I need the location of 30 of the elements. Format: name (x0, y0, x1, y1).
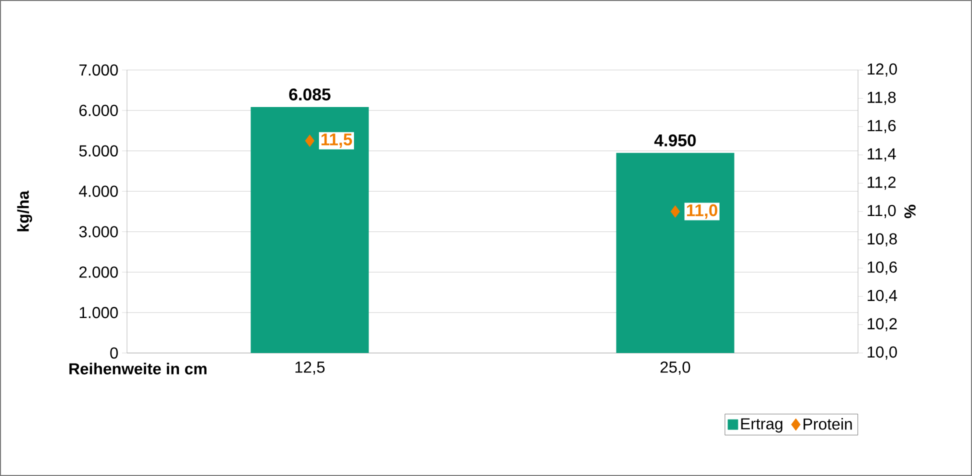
y2-tick-label: 11,4 (868, 148, 896, 162)
y2-tick-label: 12,0 (868, 63, 897, 77)
y-tick-label: 3.000 (79, 226, 118, 238)
y2-tick-label: 11,8 (868, 92, 896, 105)
data-label: 11,5 (322, 134, 352, 148)
data-label: 4.950 (654, 134, 696, 146)
y-tick-label: 2.000 (79, 266, 118, 278)
y2-tick-label: 11,2 (868, 176, 896, 190)
legend-label: Protein (804, 418, 852, 430)
y-tick-label: 4.000 (78, 186, 118, 197)
legend-label: Ertrag (741, 418, 782, 433)
data-label: 11,0 (687, 204, 718, 219)
y2-tick-label: 10,6 (868, 262, 897, 275)
y2-tick-label: 10,2 (868, 318, 897, 332)
y2-tick-label: 10,8 (868, 233, 897, 246)
y2-tick-label: 10,4 (868, 290, 898, 303)
y-axis-title: kg/ha (17, 190, 32, 232)
x-tick-label: 25,0 (660, 362, 690, 375)
y2-axis-title: % (904, 204, 916, 218)
y-tick-label: 0 (110, 347, 118, 359)
y-tick-label: 7.000 (79, 64, 118, 76)
data-label: 6.085 (289, 88, 330, 100)
y2-tick-label: 11,0 (868, 204, 896, 218)
y-tick-label: 6.000 (79, 104, 118, 116)
x-axis-title: Reihenweite in cm (69, 362, 206, 374)
y-tick-label: 1.000 (80, 306, 118, 318)
x-tick-label: 12,5 (295, 362, 325, 375)
y-tick-label: 5.000 (79, 145, 118, 156)
y2-tick-label: 10,0 (868, 346, 897, 360)
y2-tick-label: 11,6 (868, 120, 896, 134)
